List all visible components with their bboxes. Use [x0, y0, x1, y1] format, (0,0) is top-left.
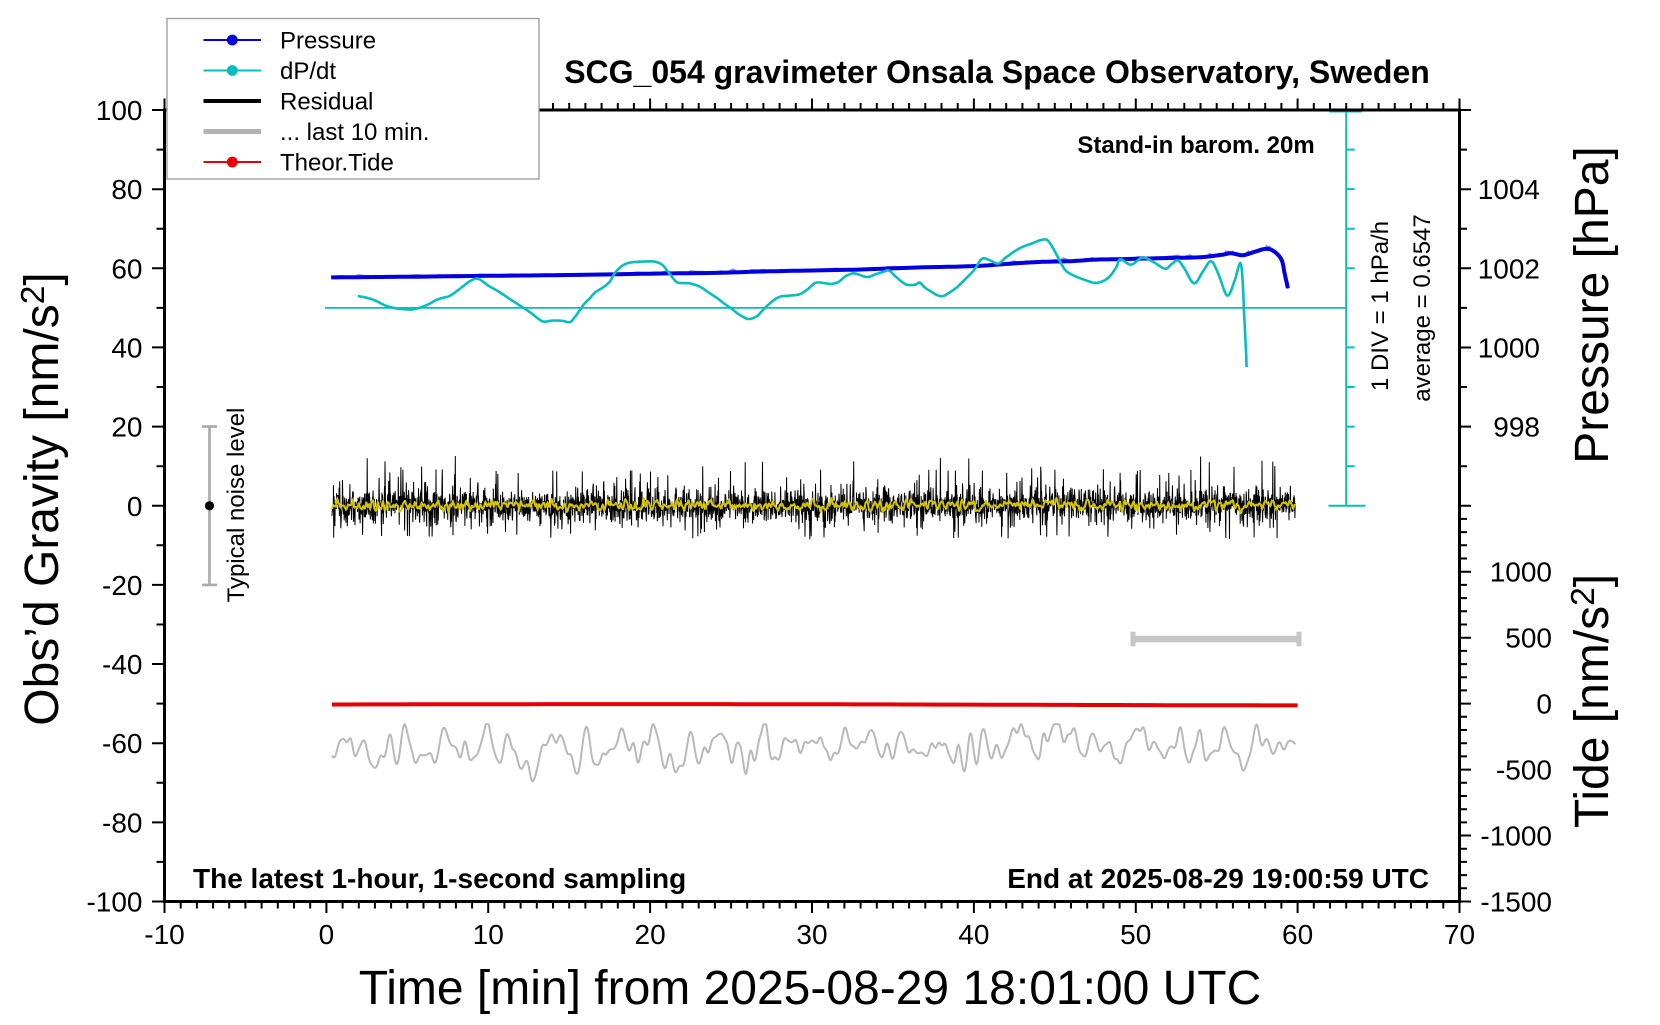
svg-text:1000: 1000	[1490, 557, 1552, 588]
svg-text:500: 500	[1505, 623, 1552, 654]
svg-text:20: 20	[111, 412, 142, 443]
svg-text:Pressure: Pressure	[280, 28, 376, 55]
svg-text:... last 10 min.: ... last 10 min.	[280, 119, 429, 146]
svg-text:-1500: -1500	[1480, 887, 1552, 918]
svg-text:0: 0	[319, 919, 335, 950]
svg-text:SCG_054 gravimeter Onsala Spac: SCG_054 gravimeter Onsala Space Observat…	[564, 54, 1430, 90]
svg-text:1002: 1002	[1478, 253, 1540, 284]
svg-text:dP/dt: dP/dt	[280, 58, 336, 85]
svg-text:Residual: Residual	[280, 89, 373, 116]
svg-text:1 DIV = 1 hPa/h: 1 DIV = 1 hPa/h	[1367, 221, 1394, 391]
svg-text:1000: 1000	[1478, 332, 1540, 363]
svg-text:998: 998	[1493, 412, 1540, 443]
svg-text:average = 0.6547: average = 0.6547	[1409, 214, 1436, 402]
svg-text:70: 70	[1444, 919, 1475, 950]
svg-text:End at 2025-08-29 19:00:59 UTC: End at 2025-08-29 19:00:59 UTC	[1007, 863, 1429, 894]
svg-text:40: 40	[958, 919, 989, 950]
svg-text:0: 0	[1536, 689, 1552, 720]
svg-text:-80: -80	[102, 807, 142, 838]
svg-text:Typical noise level: Typical noise level	[223, 408, 250, 603]
svg-text:-40: -40	[102, 649, 142, 680]
svg-text:80: 80	[111, 174, 142, 205]
svg-text:100: 100	[96, 95, 143, 126]
svg-text:-10: -10	[144, 919, 184, 950]
svg-text:50: 50	[1120, 919, 1151, 950]
svg-text:Tide [nm/s2]: Tide [nm/s2]	[1565, 574, 1619, 828]
svg-text:Time [min] from 2025-08-29 18:: Time [min] from 2025-08-29 18:01:00 UTC	[359, 962, 1262, 1015]
svg-text:Stand-in barom. 20m: Stand-in barom. 20m	[1077, 132, 1314, 159]
svg-text:Theor.Tide: Theor.Tide	[280, 150, 394, 177]
svg-text:60: 60	[111, 253, 142, 284]
svg-text:10: 10	[473, 919, 504, 950]
svg-text:Pressure [hPa]: Pressure [hPa]	[1566, 146, 1619, 463]
svg-text:-60: -60	[102, 728, 142, 759]
svg-text:0: 0	[127, 491, 143, 522]
svg-text:-100: -100	[86, 887, 142, 918]
svg-text:20: 20	[635, 919, 666, 950]
svg-text:The latest 1-hour, 1-second sa: The latest 1-hour, 1-second sampling	[193, 863, 686, 894]
svg-text:40: 40	[111, 332, 142, 363]
svg-text:30: 30	[796, 919, 827, 950]
svg-text:-1000: -1000	[1480, 821, 1552, 852]
svg-text:1004: 1004	[1478, 174, 1540, 205]
svg-text:60: 60	[1282, 919, 1313, 950]
svg-text:-20: -20	[102, 570, 142, 601]
svg-text:Obs’d Gravity [nm/s2]: Obs’d Gravity [nm/s2]	[15, 272, 69, 725]
svg-text:-500: -500	[1496, 755, 1552, 786]
